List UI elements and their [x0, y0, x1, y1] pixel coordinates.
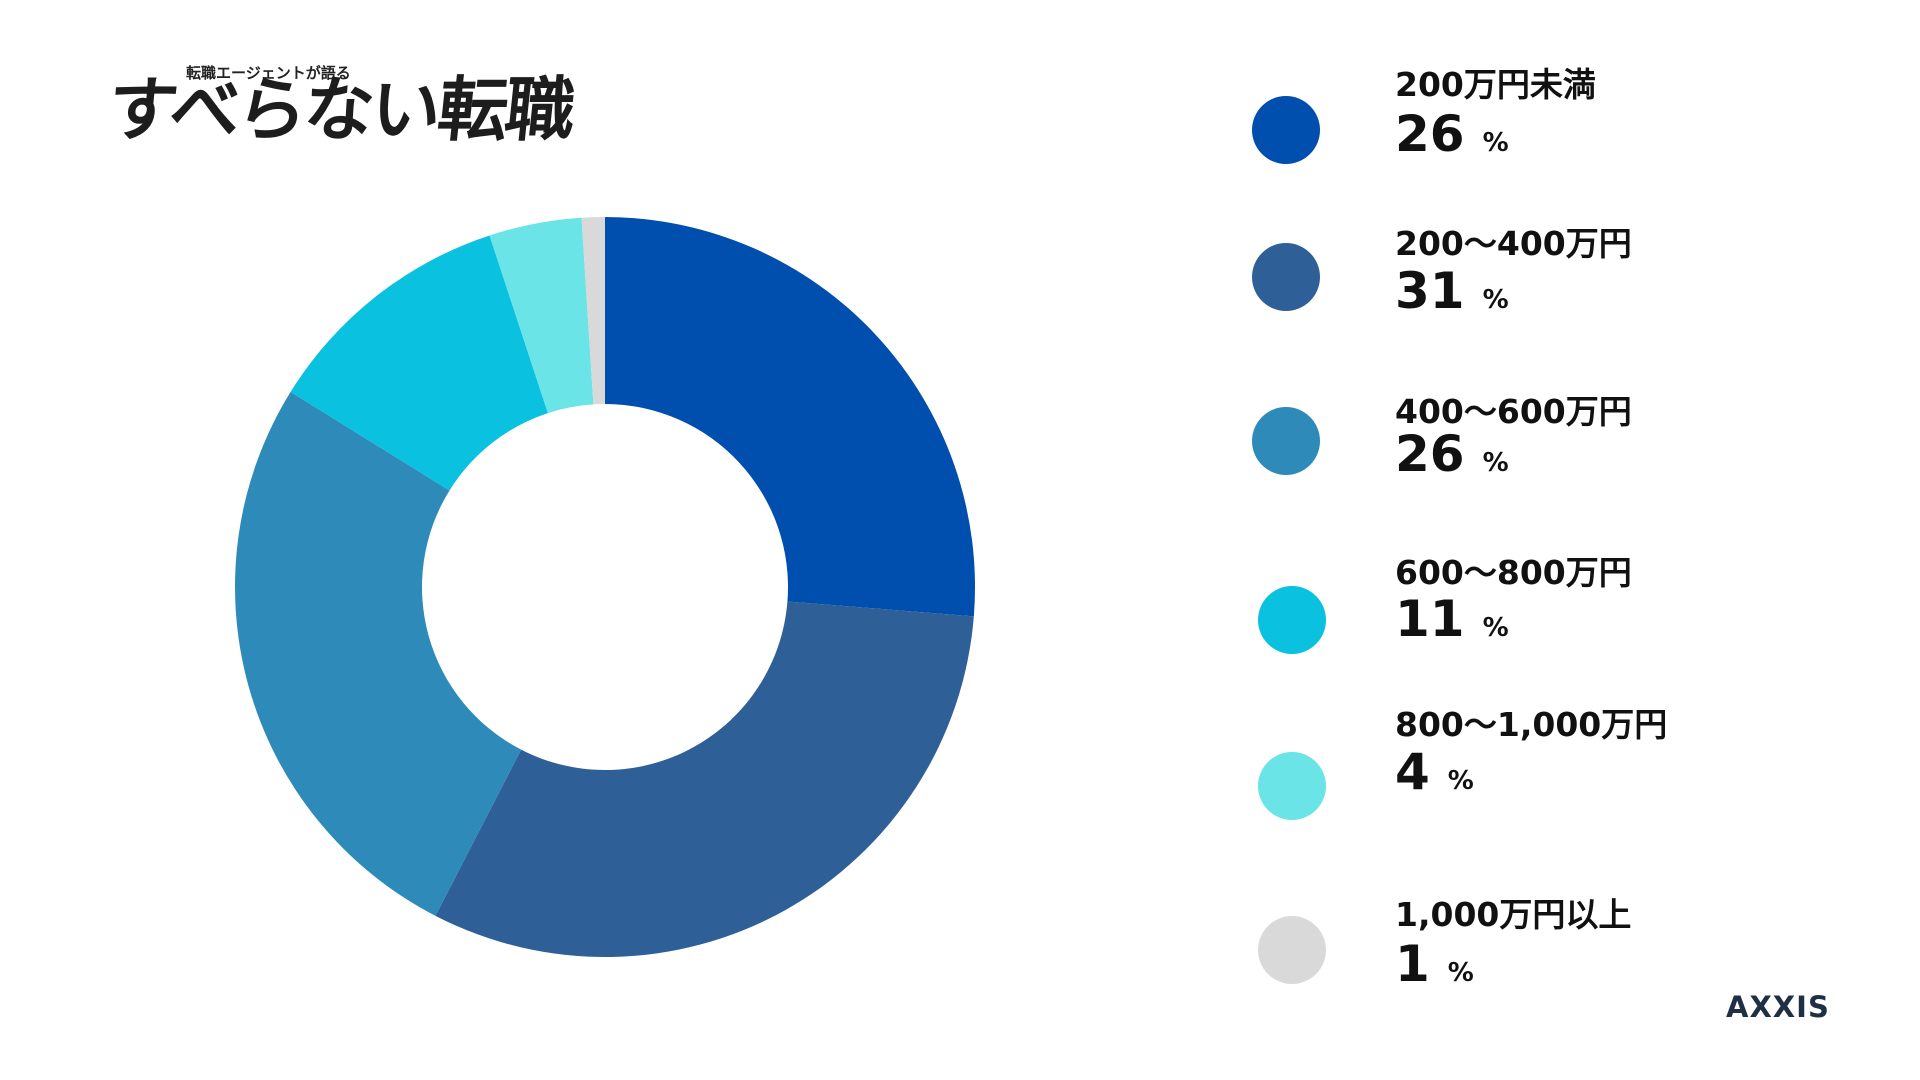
legend-label-5: 800〜1,000万円 [1395, 705, 1668, 744]
legend-value-unit: % [1447, 958, 1474, 988]
legend-label-2: 200〜400万円 [1395, 224, 1632, 263]
legend-value-5: 4% [1395, 747, 1474, 797]
legend-swatch-6 [1258, 916, 1326, 984]
donut-slice-6 [581, 217, 605, 405]
legend-value-number: 26 [1395, 425, 1465, 483]
donut-slice-5 [489, 217, 594, 414]
donut-slice-3 [235, 391, 522, 916]
donut-slice-4 [290, 235, 548, 491]
legend-swatch-1 [1252, 96, 1320, 164]
legend-swatch-4 [1258, 586, 1326, 654]
legend-value-unit: % [1482, 128, 1509, 158]
brand-logo: 転職エージェントが語る すべらない転職 [104, 48, 577, 151]
legend-label-4: 600〜800万円 [1395, 553, 1632, 592]
legend-value-number: 31 [1395, 262, 1465, 320]
legend-value-unit: % [1482, 613, 1509, 643]
donut-slice-1 [605, 217, 975, 617]
legend-value-number: 1 [1395, 935, 1430, 993]
legend-label-6: 1,000万円以上 [1395, 895, 1632, 934]
legend-label-3: 400〜600万円 [1395, 392, 1632, 431]
company-logo: AXXIS [1726, 990, 1830, 1024]
legend-value-6: 1% [1395, 939, 1474, 989]
logo-subtitle: 転職エージェントが語る [186, 64, 351, 82]
legend-value-number: 4 [1395, 743, 1430, 801]
legend-value-4: 11% [1395, 594, 1509, 644]
legend-value-number: 11 [1395, 590, 1465, 648]
legend-value-unit: % [1482, 285, 1509, 315]
legend-value-1: 26% [1395, 109, 1509, 159]
legend-label-1: 200万円未満 [1395, 65, 1596, 104]
legend-value-3: 26% [1395, 429, 1509, 479]
donut-slice-2 [435, 601, 974, 957]
legend-value-unit: % [1447, 766, 1474, 796]
legend-value-number: 26 [1395, 105, 1465, 163]
legend-value-2: 31% [1395, 266, 1509, 316]
legend-swatch-5 [1258, 752, 1326, 820]
legend-value-unit: % [1482, 448, 1509, 478]
legend-swatch-2 [1252, 243, 1320, 311]
legend-swatch-3 [1252, 407, 1320, 475]
